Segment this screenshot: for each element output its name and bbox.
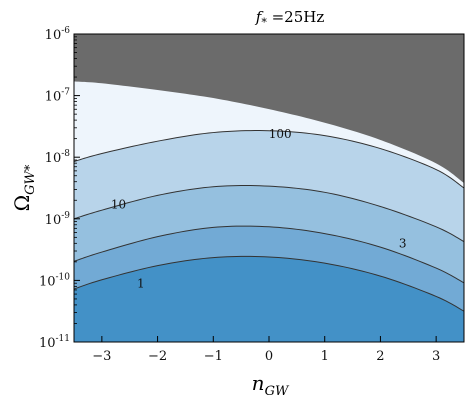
y-tick-label: 10-7 (45, 88, 71, 105)
contour-label-10: 10 (111, 198, 126, 212)
contour-fills (74, 34, 464, 342)
contour-label-100: 100 (269, 127, 292, 141)
y-tick-label: 10-11 (39, 334, 70, 351)
y-tick-label: 10-10 (39, 272, 70, 289)
contour-line-100 (73, 130, 465, 189)
y-tick-label: 10-6 (45, 26, 71, 43)
x-tick-label: −3 (92, 349, 111, 364)
x-tick-label: 2 (376, 349, 384, 364)
y-tick-label: 10-8 (45, 149, 71, 166)
contour-lines (73, 130, 465, 312)
x-tick-label: 0 (265, 349, 273, 364)
x-tick-label: 1 (321, 349, 329, 364)
excluded-region (74, 34, 464, 184)
contour-label-1: 1 (137, 276, 145, 290)
y-tick-label: 10-9 (45, 211, 71, 228)
contour-label-3: 3 (399, 236, 407, 250)
y-axis-label: ΩGW* (10, 164, 38, 211)
x-axis-ticks: −3 −2 −1 0 1 2 3 (92, 336, 440, 364)
contour-line-3 (73, 225, 465, 284)
contour-line-1 (73, 255, 465, 312)
x-tick-label: −1 (204, 349, 223, 364)
x-tick-label: 3 (432, 349, 440, 364)
x-axis-label: nGW (252, 371, 290, 399)
contour-line-10 (73, 185, 465, 243)
y-axis-ticks: 10-11 10-10 10-9 10-8 10-7 10-6 (39, 26, 80, 351)
band-below-1 (74, 256, 464, 342)
x-tick-label: −2 (148, 349, 167, 364)
chart-title: f* =25Hz (255, 8, 325, 29)
contour-labels: 1 3 10 100 (111, 127, 407, 291)
